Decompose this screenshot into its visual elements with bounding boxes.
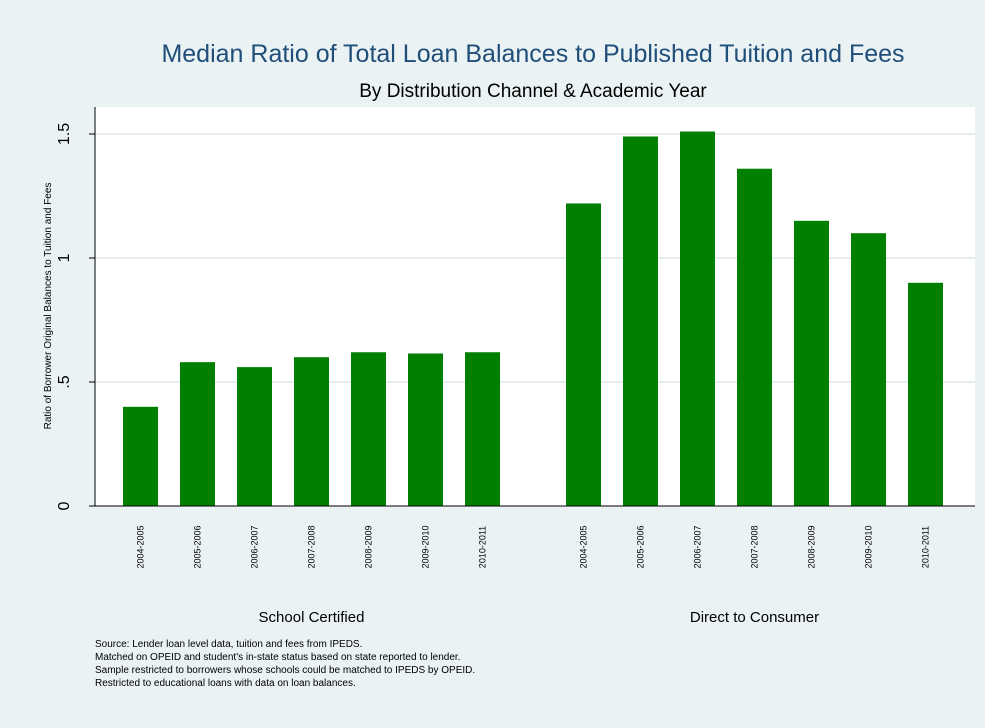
x-tick-label: 2005-2006	[636, 525, 646, 568]
x-tick-label: 2008-2009	[364, 525, 374, 568]
x-tick-label: 2005-2006	[193, 525, 203, 568]
y-tick-label: 1	[56, 253, 73, 262]
x-tick-label: 2007-2008	[750, 525, 760, 568]
x-tick-label: 2004-2005	[579, 525, 589, 568]
x-tick-label: 2007-2008	[307, 525, 317, 568]
x-ticks: 2004-2005 2005-2006 2006-2007 2007-2008 2008…	[136, 525, 931, 568]
bar	[737, 168, 772, 506]
x-tick-label: 2010-2011	[921, 526, 931, 568]
bar	[408, 353, 443, 506]
bar	[465, 352, 500, 506]
plot-area	[95, 107, 975, 506]
x-tick-label: 2004-2005	[136, 525, 146, 568]
y-tick-label: 1.5	[56, 123, 73, 145]
bar	[623, 136, 658, 507]
y-axis-label: Ratio of Borrower Original Balances to T…	[43, 183, 54, 430]
y-tick-label: .5	[56, 375, 73, 388]
bar	[351, 352, 386, 506]
x-tick-label: 2006-2007	[693, 525, 703, 568]
bars-layer	[123, 131, 943, 507]
y-tick-label: 0	[56, 501, 73, 510]
x-tick-label: 2010-2011	[478, 526, 488, 568]
group-labels: School Certified Direct to Consumer	[259, 609, 820, 626]
x-tick-label: 2009-2010	[421, 525, 431, 568]
x-tick-label: 2006-2007	[250, 525, 260, 568]
bar	[908, 282, 943, 506]
chart-title: Median Ratio of Total Loan Balances to P…	[161, 40, 904, 68]
bar	[851, 233, 886, 506]
bar	[237, 367, 272, 506]
group-label: School Certified	[259, 609, 365, 626]
x-tick-label: 2009-2010	[864, 525, 874, 568]
bar	[294, 357, 329, 506]
note-line: Source: Lender loan level data, tuition …	[95, 639, 363, 650]
note-line: Sample restricted to borrowers whose sch…	[95, 665, 476, 676]
x-tick-label: 2008-2009	[807, 525, 817, 568]
bar	[680, 131, 715, 506]
bar	[794, 220, 829, 507]
y-ticks: 0 .5 1 1.5	[56, 123, 95, 510]
bar	[180, 362, 215, 506]
note-line: Restricted to educational loans with dat…	[95, 678, 356, 689]
bar	[123, 406, 158, 506]
bar	[566, 203, 601, 506]
group-label: Direct to Consumer	[690, 609, 819, 626]
note-line: Matched on OPEID and student's in-state …	[95, 652, 461, 663]
notes-block: Source: Lender loan level data, tuition …	[95, 638, 475, 690]
chart-subtitle: By Distribution Channel & Academic Year	[359, 81, 707, 102]
